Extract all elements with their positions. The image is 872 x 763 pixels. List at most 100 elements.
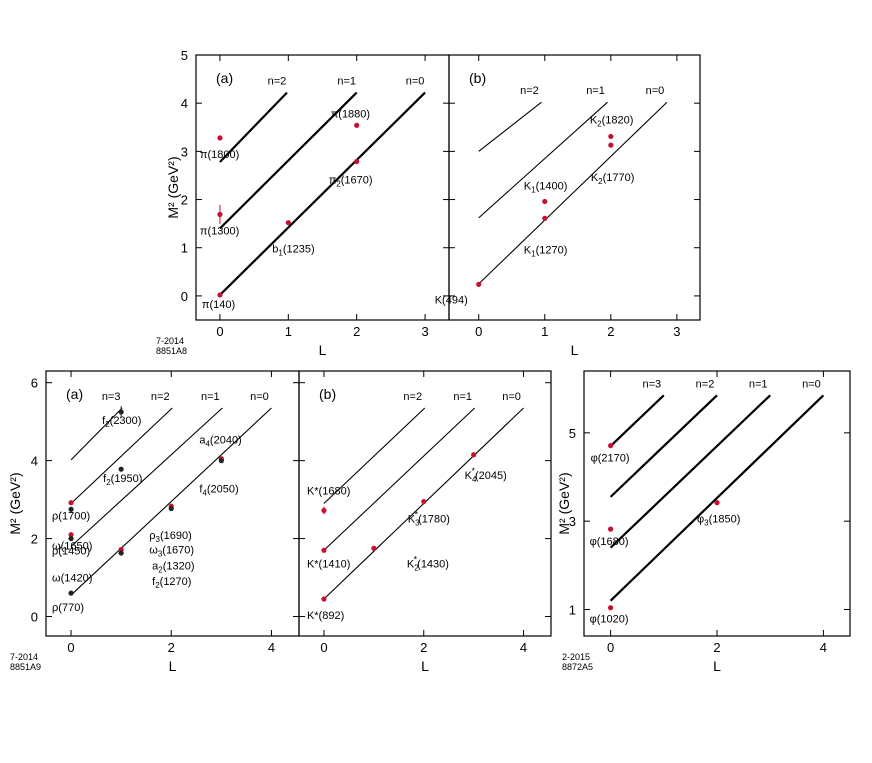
point-label: φ(2170) (591, 453, 630, 465)
x-tick-label: 0 (216, 324, 223, 339)
trajectory-line (609, 394, 771, 549)
figure-code: 8851A9 (10, 662, 41, 672)
trajectory-label: n=0 (406, 76, 425, 88)
data-point (608, 142, 614, 148)
point-label: φ(1020) (590, 614, 629, 626)
y-tick-label: 4 (31, 454, 38, 469)
data-point (542, 198, 548, 205)
trajectory-line (219, 91, 288, 163)
x-tick-label: 1 (541, 324, 548, 339)
trajectory-label: n=0 (250, 391, 269, 403)
y-axis-label: M² (GeV²) (7, 472, 23, 534)
y-axis-label: M² (GeV²) (556, 472, 572, 534)
y-tick-label: 0 (181, 289, 188, 304)
data-point (168, 505, 174, 512)
data-point (68, 590, 74, 596)
x-axis-label: L (169, 658, 177, 674)
plot-frame (298, 370, 552, 637)
point-label: π(140) (202, 299, 235, 311)
data-point (118, 409, 124, 415)
point-label: ω(1420) (52, 573, 92, 585)
data-point (285, 220, 291, 226)
data-point (354, 122, 360, 128)
point-label: π(1800) (200, 149, 239, 161)
trajectory-line (478, 101, 668, 285)
figure-code: 7-2014 (156, 336, 184, 346)
y-tick-label: 2 (181, 193, 188, 208)
y-tick-label: 1 (569, 603, 576, 618)
trajectory-line (70, 407, 272, 596)
point-label: π(1300) (200, 225, 239, 237)
figure-code: 7-2014 (10, 652, 38, 662)
data-point (608, 133, 614, 140)
data-point (421, 498, 427, 505)
trajectory-line (609, 394, 825, 602)
chart-2: 0 1 2 3 L (b) n=2 n=1 n=0 K(494) K1(1400) K1(1270) K… (435, 54, 701, 358)
y-tick-label: 5 (569, 426, 576, 441)
point-label: π2(1670) (329, 174, 373, 188)
point-label: b1(1235) (272, 244, 314, 258)
x-tick-label: 0 (320, 640, 327, 655)
point-label: ω(1650) (52, 540, 92, 552)
data-point (68, 500, 74, 506)
trajectory-label: n=1 (201, 391, 220, 403)
data-point (118, 466, 124, 472)
x-tick-label: 0 (67, 640, 74, 655)
point-label: ρ(770) (52, 602, 84, 614)
panel-label: (b) (469, 70, 486, 86)
data-point (217, 292, 223, 298)
panel-label: (b) (319, 386, 336, 402)
x-tick-label: 4 (268, 640, 275, 655)
x-tick-label: 3 (673, 324, 680, 339)
y-tick-label: 3 (569, 514, 576, 529)
x-tick-label: 2 (353, 324, 360, 339)
x-tick-label: 4 (520, 640, 527, 655)
point-label: K3*(1780) (408, 510, 450, 528)
data-point (118, 550, 124, 556)
trajectory-line (219, 91, 358, 230)
trajectory-label: n=2 (151, 391, 170, 403)
point-label: K*(1680) (307, 486, 350, 498)
data-point (321, 596, 327, 602)
y-tick-label: 2 (31, 532, 38, 547)
data-point (321, 547, 327, 553)
point-label: ρ(1700) (52, 511, 90, 523)
x-axis-label: L (319, 342, 327, 358)
point-label: φ(1680) (590, 536, 629, 548)
trajectory-label: n=2 (403, 391, 422, 403)
figure-code: 8872A5 (562, 662, 593, 672)
point-label: f2(1270) (152, 576, 191, 590)
point-label: φ3(1850) (697, 514, 740, 528)
x-tick-label: 1 (285, 324, 292, 339)
trajectory-label: n=3 (642, 378, 661, 390)
trajectory-line (478, 101, 542, 152)
data-point (218, 458, 224, 464)
data-point (476, 281, 482, 287)
point-label: f2(1950) (103, 473, 142, 487)
point-label: K*(1410) (307, 558, 350, 570)
data-point (608, 443, 614, 449)
x-axis-label: L (571, 342, 579, 358)
x-tick-label: 0 (607, 640, 614, 655)
trajectory-label: n=1 (337, 76, 356, 88)
trajectory-label: n=0 (802, 378, 821, 390)
trajectory-label: n=2 (696, 378, 715, 390)
point-label: ρ3(1690) (149, 530, 192, 544)
data-point (608, 526, 614, 532)
x-axis-label: L (713, 658, 721, 674)
trajectory-label: n=1 (586, 85, 605, 97)
x-tick-label: 2 (607, 324, 614, 339)
trajectory-label: n=0 (646, 85, 665, 97)
point-label: K4*(2045) (465, 466, 507, 484)
figure-code: 2-2015 (562, 652, 590, 662)
plot-frame (45, 370, 300, 637)
point-label: f4(2050) (199, 484, 238, 498)
data-point (714, 500, 720, 506)
data-point (354, 158, 360, 165)
trajectory-label: n=1 (453, 391, 472, 403)
panel-label: (a) (66, 386, 83, 402)
point-label: ω3(1670) (149, 545, 194, 559)
trajectory-label: n=2 (268, 76, 287, 88)
data-point (217, 135, 223, 141)
